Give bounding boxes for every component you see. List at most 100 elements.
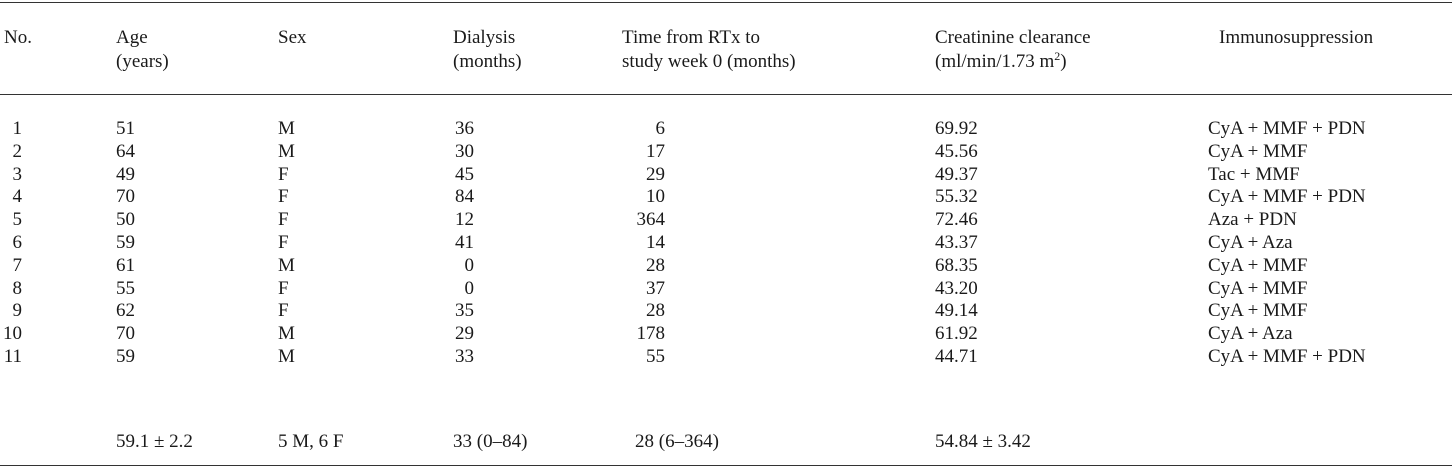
header-age-line1: Age <box>116 27 148 48</box>
cell-sex: F <box>278 232 289 253</box>
header-creatinine: Creatinine clearance (ml/min/1.73 m2) <box>935 26 1091 74</box>
cell-dialysis: 41 <box>455 232 474 253</box>
cell-immuno: CyA + MMF <box>1208 254 1308 276</box>
table-row: 9 62 F 35 28 49.14 CyA + MMF <box>0 299 1452 323</box>
cell-no: 1 <box>12 118 23 139</box>
header-no: No. <box>4 26 32 50</box>
table-row: 8 55 F 0 37 43.20 CyA + MMF <box>0 277 1452 301</box>
cell-time: 37 <box>646 277 665 299</box>
header-immuno: Immunosuppression <box>1219 26 1373 50</box>
cell-sex: F <box>278 186 289 208</box>
cell-age: 64 <box>116 140 135 162</box>
table-row: 1 51 M 36 6 69.92 CyA + MMF + PDN <box>0 117 1452 141</box>
cell-time: 364 <box>636 209 666 231</box>
summary-creatinine: 54.84 ± 3.42 <box>935 431 1031 452</box>
cell-dialysis: 45 <box>455 163 474 185</box>
cell-creatinine: 68.35 <box>935 254 978 276</box>
cell-immuno: Tac + MMF <box>1208 163 1300 185</box>
header-dialysis: Dialysis (months) <box>453 26 522 74</box>
header-time: Time from RTx to study week 0 (months) <box>622 26 796 74</box>
cell-dialysis: 35 <box>455 300 474 322</box>
header-dialysis-line2: (months) <box>453 51 522 72</box>
header-age: Age (years) <box>116 26 169 74</box>
cell-age: 51 <box>116 118 135 139</box>
header-rule <box>0 94 1452 95</box>
cell-no: 4 <box>12 186 23 208</box>
cell-no: 8 <box>12 277 23 299</box>
cell-creatinine: 69.92 <box>935 118 978 139</box>
cell-no: 2 <box>12 140 23 162</box>
cell-immuno: CyA + Aza <box>1208 232 1293 253</box>
cell-sex: M <box>278 118 295 139</box>
cell-immuno: CyA + MMF <box>1208 140 1308 162</box>
cell-age: 59 <box>116 232 135 253</box>
table-row: 3 49 F 45 29 49.37 Tac + MMF <box>0 163 1452 187</box>
summary-sex: 5 M, 6 F <box>278 431 344 452</box>
table-row: 10 70 M 29 178 61.92 CyA + Aza <box>0 322 1452 346</box>
table-row: 6 59 F 41 14 43.37 CyA + Aza <box>0 231 1452 255</box>
cell-immuno: CyA + MMF + PDN <box>1208 118 1366 139</box>
table-row: 5 50 F 12 364 72.46 Aza + PDN <box>0 208 1452 232</box>
cell-no: 9 <box>12 300 23 322</box>
cell-age: 59 <box>116 346 135 367</box>
header-immuno-label: Immunosuppression <box>1219 27 1374 48</box>
table-row: 2 64 M 30 17 45.56 CyA + MMF <box>0 140 1452 164</box>
header-age-line2: (years) <box>116 51 169 72</box>
cell-immuno: CyA + Aza <box>1208 323 1293 345</box>
cell-dialysis: 12 <box>455 209 474 231</box>
cell-dialysis: 36 <box>455 118 474 139</box>
cell-age: 70 <box>116 323 135 345</box>
cell-age: 70 <box>116 186 135 208</box>
cell-creatinine: 49.14 <box>935 300 978 322</box>
cell-dialysis: 0 <box>464 277 475 299</box>
summary-age: 59.1 ± 2.2 <box>116 431 193 452</box>
table-row: 7 61 M 0 28 68.35 CyA + MMF <box>0 254 1452 278</box>
cell-immuno: CyA + MMF <box>1208 300 1308 322</box>
cell-no: 11 <box>3 346 22 367</box>
cell-creatinine: 61.92 <box>935 323 978 345</box>
cell-time: 28 <box>646 300 665 322</box>
cell-sex: M <box>278 346 295 367</box>
header-creatinine-line2: (ml/min/1.73 m2) <box>935 49 1067 72</box>
header-creatinine-line1: Creatinine clearance <box>935 27 1091 48</box>
cell-age: 50 <box>116 209 135 231</box>
cell-creatinine: 72.46 <box>935 209 978 231</box>
header-sex-label: Sex <box>278 27 307 48</box>
cell-dialysis: 30 <box>455 140 474 162</box>
cell-creatinine: 43.20 <box>935 277 978 299</box>
cell-sex: F <box>278 277 289 299</box>
cell-time: 14 <box>646 232 665 253</box>
cell-age: 61 <box>116 254 135 276</box>
cell-sex: M <box>278 254 295 276</box>
cell-sex: F <box>278 300 289 322</box>
cell-time: 55 <box>646 346 665 367</box>
cell-age: 62 <box>116 300 135 322</box>
cell-age: 49 <box>116 163 135 185</box>
cell-no: 7 <box>12 254 23 276</box>
cell-creatinine: 55.32 <box>935 186 978 208</box>
table-top-rule <box>0 2 1452 3</box>
summary-time: 28 (6–364) <box>635 431 719 452</box>
cell-time: 28 <box>646 254 665 276</box>
cell-sex: F <box>278 163 289 185</box>
cell-sex: M <box>278 323 295 345</box>
cell-immuno: CyA + MMF + PDN <box>1208 186 1366 208</box>
cell-time: 178 <box>636 323 666 345</box>
cell-no: 5 <box>12 209 23 231</box>
cell-creatinine: 43.37 <box>935 232 978 253</box>
header-dialysis-line1: Dialysis <box>453 27 516 48</box>
header-sex: Sex <box>278 26 307 50</box>
cell-time: 6 <box>655 118 666 139</box>
table-row: 4 70 F 84 10 55.32 CyA + MMF + PDN <box>0 185 1452 209</box>
cell-creatinine: 44.71 <box>935 346 978 367</box>
header-time-line2: study week 0 (months) <box>622 51 796 72</box>
table-bottom-rule <box>0 465 1452 466</box>
cell-no: 3 <box>12 163 23 185</box>
header-time-line1: Time from RTx to <box>622 27 761 48</box>
cell-age: 55 <box>116 277 135 299</box>
cell-no: 6 <box>12 232 23 253</box>
cell-sex: F <box>278 209 289 231</box>
cell-immuno: CyA + MMF + PDN <box>1208 346 1366 367</box>
cell-creatinine: 49.37 <box>935 163 978 185</box>
